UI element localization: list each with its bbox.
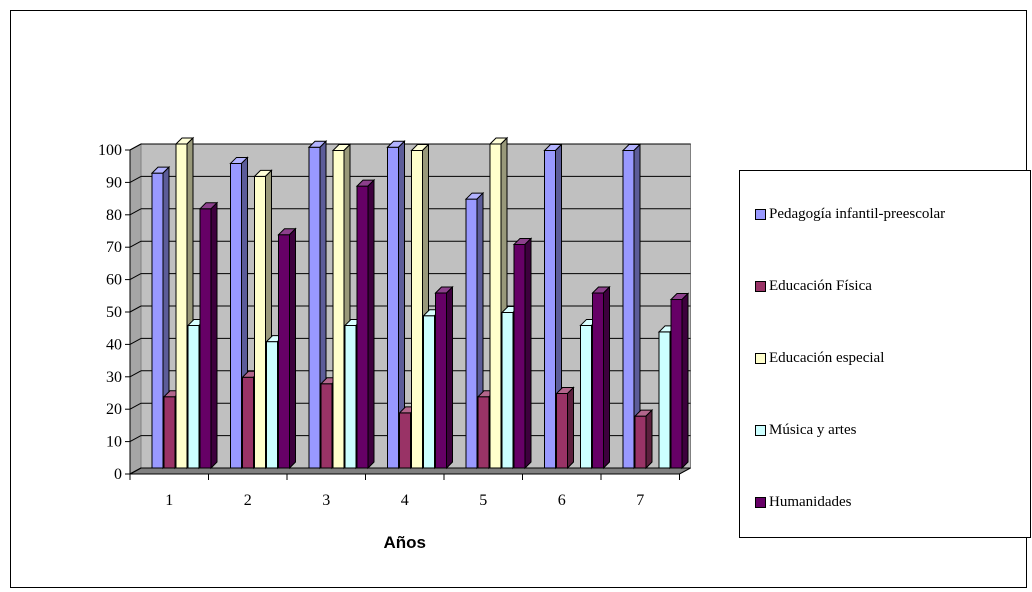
gridline-side	[129, 435, 142, 443]
bar	[151, 172, 164, 469]
legend-item: Humanidades	[755, 492, 851, 512]
bar-side	[603, 285, 610, 470]
bar-side	[524, 237, 532, 470]
legend-item: Pedagogía infantil-preescolar	[755, 204, 945, 224]
bar	[199, 208, 212, 469]
legend: Pedagogía infantil-preescolar Educación …	[739, 170, 1031, 538]
bar	[175, 143, 188, 469]
bar	[230, 162, 242, 469]
legend-swatch	[755, 352, 766, 364]
x-tick-label: 3	[322, 492, 330, 509]
x-axis-label: Años	[384, 533, 427, 552]
bar-side	[210, 201, 218, 470]
bar	[513, 243, 526, 469]
y-tick-label: 30	[106, 369, 122, 386]
legend-item: Educación Física	[755, 276, 872, 296]
bar-chart: 0 10 20 30 40 50 60 70 80 90 100 1 2 3 4 5 6 7 Años	[98, 136, 691, 552]
legend-swatch	[755, 280, 766, 292]
legend-item: Educación especial	[755, 348, 884, 368]
legend-label: Música y artes	[769, 421, 857, 438]
bar	[266, 341, 278, 469]
x-tick-label: 2	[244, 492, 252, 509]
bar	[556, 392, 568, 469]
bar	[477, 396, 490, 469]
x-tick-label: 7	[636, 492, 644, 509]
bar	[544, 149, 556, 469]
bar	[411, 149, 423, 469]
bar	[465, 198, 478, 469]
legend-swatch	[755, 208, 766, 220]
bar	[308, 146, 321, 469]
legend-label: Pedagogía infantil-preescolar	[769, 205, 946, 222]
gridline-side	[129, 467, 142, 475]
bar	[163, 396, 176, 469]
bar	[580, 324, 592, 469]
y-tick-label: 50	[106, 304, 122, 321]
bar	[658, 331, 671, 469]
bar	[435, 292, 447, 469]
bar	[242, 376, 254, 469]
y-tick-label: 90	[106, 174, 122, 191]
y-tick-label: 10	[106, 434, 122, 451]
bar	[320, 383, 333, 469]
bar	[387, 146, 399, 469]
legend-item: Música y artes	[755, 420, 856, 440]
y-tick-label: 40	[106, 336, 122, 353]
x-tick-label: 5	[479, 492, 487, 509]
bar	[670, 299, 683, 469]
bar-side	[567, 386, 574, 470]
gridline-side	[129, 240, 142, 248]
legend-label: Educación Física	[769, 277, 872, 294]
bar	[399, 412, 411, 469]
bar-side	[645, 408, 653, 470]
bar	[634, 415, 647, 469]
bar	[501, 311, 514, 469]
gridline-side	[129, 305, 142, 313]
bar	[489, 143, 502, 469]
bar	[278, 234, 290, 469]
bar	[254, 175, 266, 469]
x-tick-label: 1	[165, 492, 173, 509]
legend-label: Educación especial	[769, 349, 885, 366]
gridline-side	[129, 208, 142, 216]
gridline-side	[129, 273, 142, 281]
bar-side	[446, 285, 453, 470]
x-tick-label: 6	[558, 492, 566, 509]
y-tick-label: 20	[106, 401, 122, 418]
gridline-side	[129, 337, 142, 345]
y-tick-label: 0	[114, 466, 122, 483]
y-tick-label: 100	[98, 142, 122, 159]
bar	[356, 185, 369, 469]
bar	[187, 324, 200, 469]
bar	[592, 292, 604, 469]
bar	[622, 149, 635, 469]
bar	[344, 324, 357, 469]
x-tick-label: 4	[401, 492, 409, 509]
gridline-side	[129, 402, 142, 410]
y-tick-label: 70	[106, 239, 122, 256]
bar-side	[367, 178, 375, 470]
y-tick-label: 60	[106, 272, 122, 289]
bar-side	[289, 227, 296, 470]
gridline-side	[129, 175, 142, 183]
bar	[423, 315, 435, 469]
gridline-side	[129, 370, 142, 378]
legend-label: Humanidades	[769, 493, 852, 510]
legend-swatch	[755, 496, 766, 508]
bar	[332, 149, 345, 469]
gridline-side	[129, 143, 142, 151]
y-tick-label: 80	[106, 207, 122, 224]
bar-side	[681, 292, 689, 470]
legend-swatch	[755, 424, 766, 436]
